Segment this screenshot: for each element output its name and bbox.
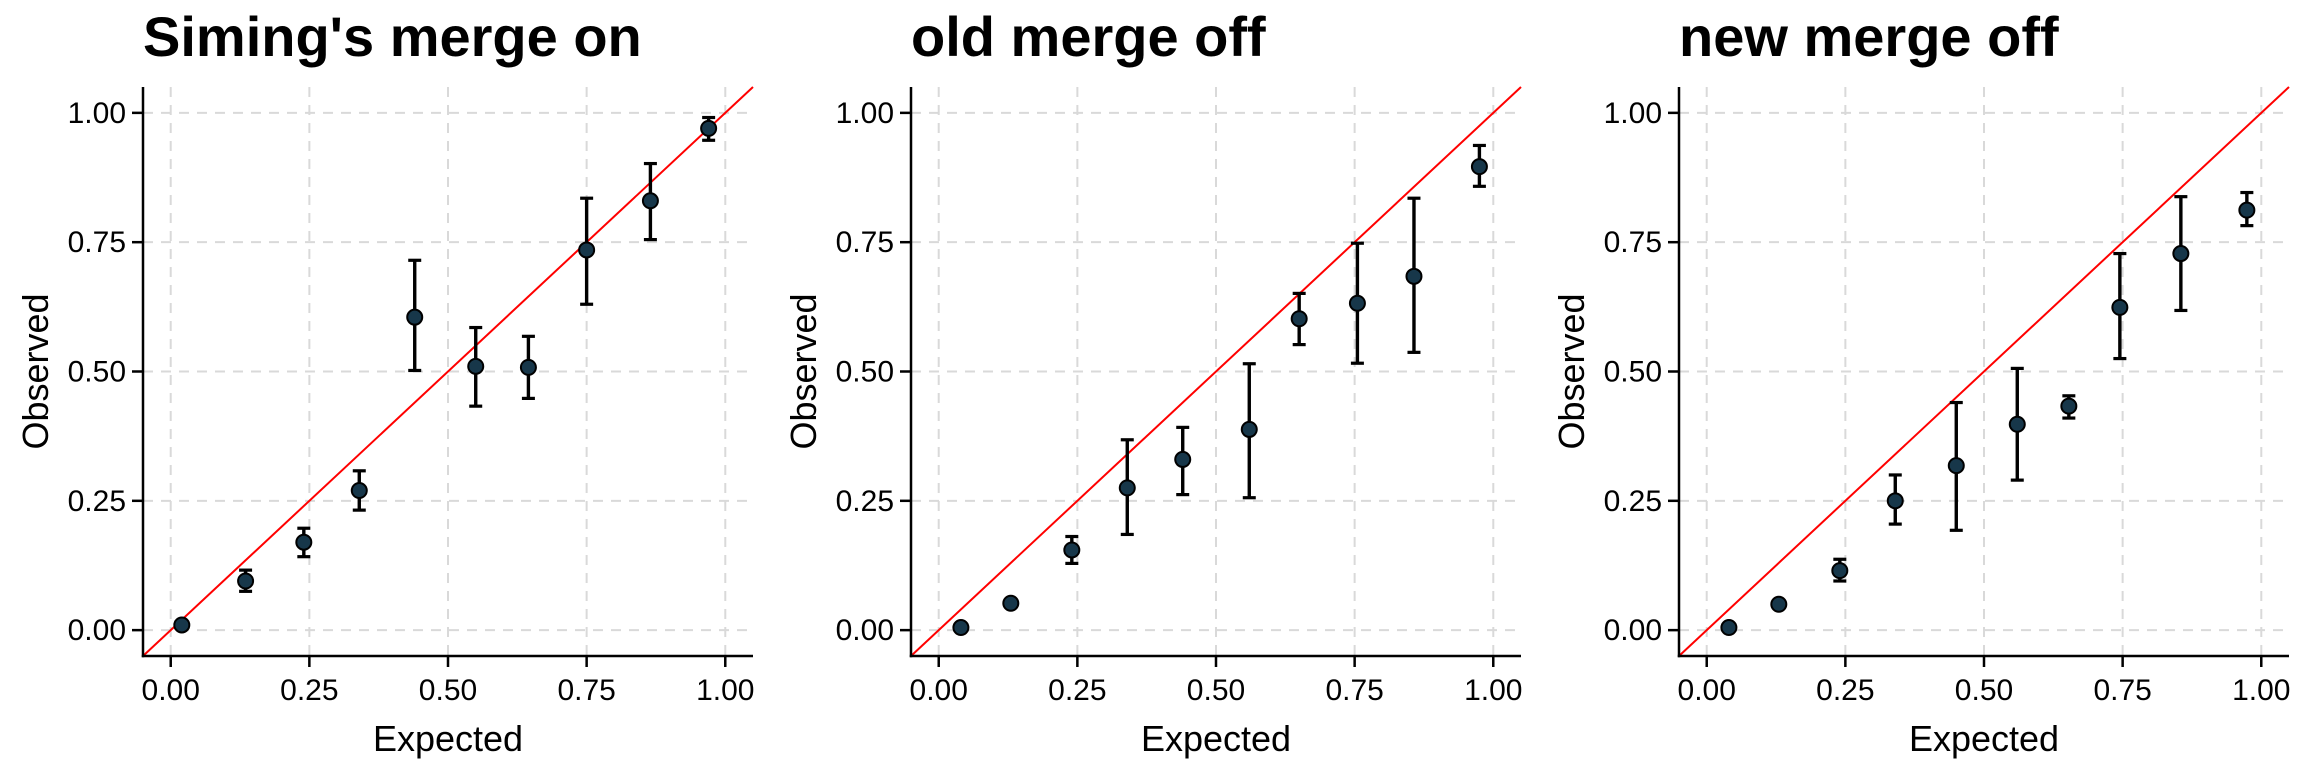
panel-title: old merge off bbox=[911, 5, 1266, 68]
data-point bbox=[2111, 298, 2129, 316]
y-tick-label: 1.00 bbox=[1604, 97, 1662, 130]
x-tick-label: 0.50 bbox=[1955, 674, 2013, 707]
data-point bbox=[350, 481, 368, 499]
data-point bbox=[295, 533, 313, 551]
y-tick-label: 0.50 bbox=[1604, 356, 1662, 389]
data-point bbox=[952, 619, 970, 637]
data-point bbox=[2238, 201, 2256, 219]
data-point bbox=[467, 357, 485, 375]
data-point bbox=[173, 616, 191, 634]
y-tick-label: 0.00 bbox=[1604, 614, 1662, 647]
x-axis-title: Expected bbox=[373, 718, 523, 759]
data-point bbox=[1174, 450, 1192, 468]
data-point bbox=[1720, 619, 1738, 637]
x-tick-label: 1.00 bbox=[1464, 674, 1522, 707]
data-point bbox=[1831, 562, 1849, 580]
x-tick-label: 0.75 bbox=[557, 674, 615, 707]
data-point bbox=[1118, 479, 1136, 497]
y-tick-label: 1.00 bbox=[836, 97, 894, 130]
data-point bbox=[406, 308, 424, 326]
data-point bbox=[2008, 415, 2026, 433]
y-axis-title: Observed bbox=[783, 293, 824, 449]
y-tick-label: 0.25 bbox=[1604, 485, 1662, 518]
x-tick-label: 0.25 bbox=[280, 674, 338, 707]
x-axis-title: Expected bbox=[1909, 718, 2059, 759]
data-point bbox=[1348, 294, 1366, 312]
data-point bbox=[1886, 492, 1904, 510]
x-tick-label: 0.25 bbox=[1816, 674, 1874, 707]
data-point bbox=[2172, 245, 2190, 263]
y-tick-label: 0.75 bbox=[836, 226, 894, 259]
identity-line bbox=[1678, 86, 2290, 657]
y-tick-label: 1.00 bbox=[68, 97, 126, 130]
x-tick-label: 0.00 bbox=[910, 674, 968, 707]
data-point bbox=[1770, 595, 1788, 613]
x-tick-label: 0.75 bbox=[2093, 674, 2151, 707]
calibration-panel-1: 0.00 0.25 0.50 0.75 1.00 0.00 0.25 0.50 0.75 1.00… bbox=[15, 5, 754, 759]
data-point bbox=[1470, 158, 1488, 176]
calibration-panel-3: 0.00 0.25 0.50 0.75 1.00 0.00 0.25 0.50 0.75 1.00… bbox=[1551, 5, 2290, 759]
data-point bbox=[1290, 310, 1308, 328]
x-tick-label: 1.00 bbox=[696, 674, 754, 707]
data-point bbox=[1002, 594, 1020, 612]
x-tick-label: 0.00 bbox=[142, 674, 200, 707]
data-point bbox=[1063, 541, 1081, 559]
y-axis-title: Observed bbox=[15, 293, 56, 449]
data-point bbox=[1405, 267, 1423, 285]
panel-title: new merge off bbox=[1679, 5, 2059, 68]
y-tick-label: 0.00 bbox=[68, 614, 126, 647]
y-tick-label: 0.25 bbox=[68, 485, 126, 518]
panel-title: Siming's merge on bbox=[143, 5, 642, 68]
x-tick-label: 1.00 bbox=[2232, 674, 2290, 707]
x-axis-title: Expected bbox=[1141, 718, 1291, 759]
y-tick-label: 0.75 bbox=[1604, 226, 1662, 259]
data-point bbox=[578, 241, 596, 259]
data-point bbox=[1240, 420, 1258, 438]
data-point bbox=[2060, 397, 2078, 415]
y-tick-label: 0.50 bbox=[68, 356, 126, 389]
y-tick-label: 0.75 bbox=[68, 226, 126, 259]
y-tick-label: 0.25 bbox=[836, 485, 894, 518]
x-tick-label: 0.25 bbox=[1048, 674, 1106, 707]
data-point bbox=[700, 119, 718, 137]
x-tick-label: 0.75 bbox=[1325, 674, 1383, 707]
calibration-panel-2: 0.00 0.25 0.50 0.75 1.00 0.00 0.25 0.50 0.75 1.00… bbox=[783, 5, 1522, 759]
x-tick-label: 0.50 bbox=[1187, 674, 1245, 707]
y-axis-title: Observed bbox=[1551, 293, 1592, 449]
identity-line bbox=[910, 86, 1522, 657]
data-point bbox=[641, 192, 659, 210]
data-point bbox=[1947, 457, 1965, 475]
data-point bbox=[237, 572, 255, 590]
x-tick-label: 0.50 bbox=[419, 674, 477, 707]
y-tick-label: 0.50 bbox=[836, 356, 894, 389]
data-point bbox=[519, 358, 537, 376]
y-tick-label: 0.00 bbox=[836, 614, 894, 647]
x-tick-label: 0.00 bbox=[1678, 674, 1736, 707]
